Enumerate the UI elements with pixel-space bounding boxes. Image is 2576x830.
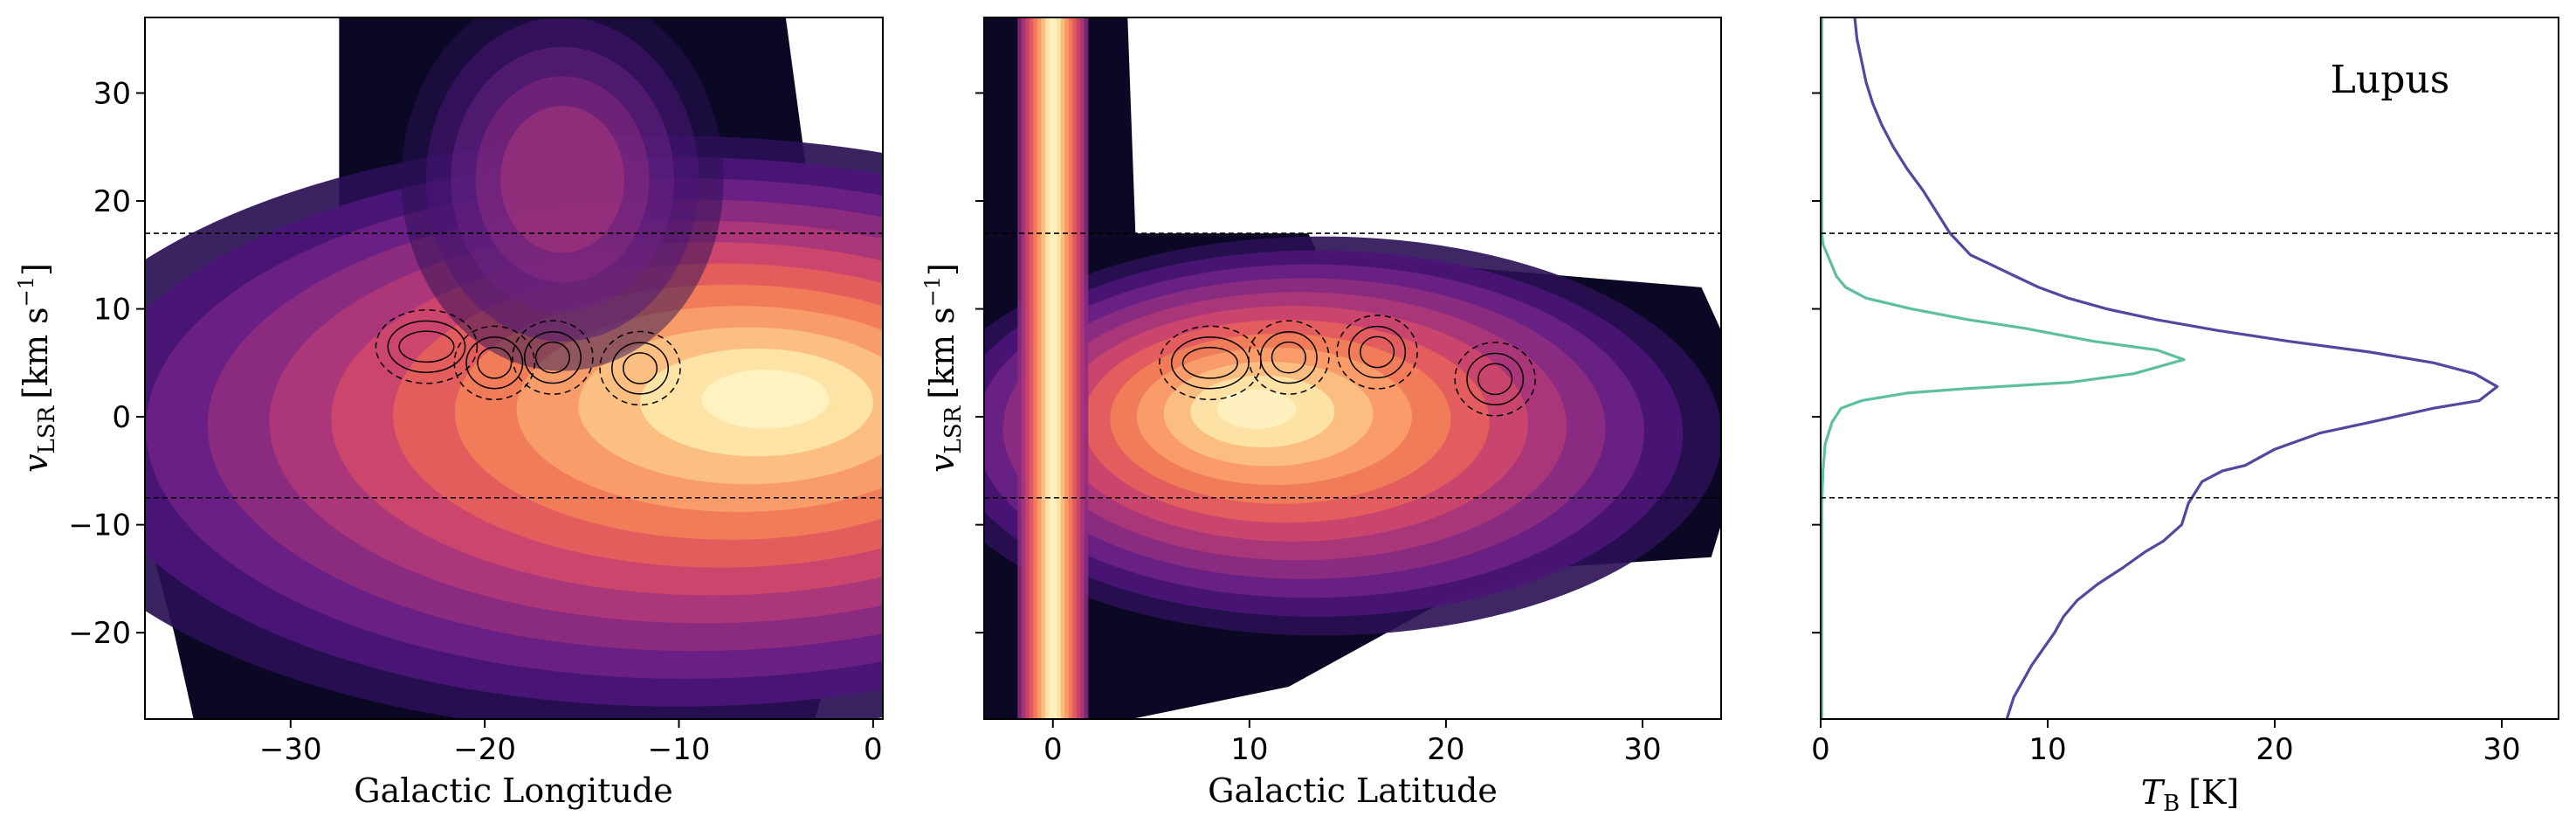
axes-frame-spectrum bbox=[1820, 17, 2559, 720]
series-lines bbox=[1821, 17, 2499, 719]
annotation-lupus: Lupus bbox=[2331, 58, 2450, 102]
x-tick-label-3: 0 bbox=[864, 732, 883, 767]
x-tick-label-3: 30 bbox=[1623, 732, 1661, 767]
cloud-contour-3-0 bbox=[1454, 342, 1536, 417]
contour-level-12 bbox=[701, 370, 830, 429]
contour-level-12 bbox=[1217, 389, 1297, 429]
yticks-spectrum bbox=[1812, 92, 1821, 634]
x-tick-label-2: 20 bbox=[1427, 732, 1464, 767]
heatmap-latitude bbox=[984, 17, 1721, 719]
cloud-contour-1-2 bbox=[1271, 341, 1306, 374]
cloud-contour-0-0 bbox=[375, 309, 479, 384]
cloud-contour-2-0 bbox=[1336, 315, 1418, 390]
yticks-latitude bbox=[975, 92, 984, 634]
cloud-contour-0-1 bbox=[1170, 336, 1250, 390]
x-tick-label-1: 10 bbox=[2028, 732, 2066, 767]
y-tick-label-0: −20 bbox=[68, 616, 131, 651]
y-tick-label-4: 20 bbox=[93, 184, 131, 219]
yticks-longitude: −20 −10 0 10 20 30 bbox=[68, 76, 145, 651]
ylabel-latitude: vLSR[km s−1] bbox=[920, 263, 967, 473]
cloud-contour-3-1 bbox=[611, 342, 669, 395]
hlines-spectrum bbox=[1821, 232, 2559, 499]
cloud-contour-2-1 bbox=[1348, 325, 1407, 379]
cloud-contour-3-2 bbox=[1477, 363, 1513, 396]
spectrum-series-1 bbox=[1821, 17, 2186, 719]
cloud-contour-3-2 bbox=[622, 352, 658, 384]
contours-latitude bbox=[1159, 315, 1536, 417]
x-tick-label-0: 0 bbox=[1043, 732, 1063, 767]
x-tick-label-0: 0 bbox=[1811, 732, 1830, 767]
heatmap-longitude bbox=[145, 17, 883, 719]
hlines-longitude bbox=[145, 232, 883, 499]
cloud-contour-1-1 bbox=[1259, 330, 1318, 384]
cloud-contour-1-1 bbox=[465, 336, 524, 390]
cloud-contour-1-0 bbox=[1248, 320, 1330, 395]
cloud-contour-3-1 bbox=[1466, 352, 1525, 406]
x-tick-label-3: 30 bbox=[2483, 732, 2520, 767]
cloud-contour-1-0 bbox=[453, 325, 536, 401]
cloud-contour-0-1 bbox=[387, 320, 466, 373]
cloud-contour-2-0 bbox=[512, 320, 594, 395]
latitude-lane-12 bbox=[1049, 17, 1057, 719]
cloud-contour-2-2 bbox=[1360, 335, 1395, 369]
cloud-contour-3-0 bbox=[599, 330, 681, 406]
x-tick-label-1: −20 bbox=[453, 732, 516, 767]
y-tick-label-2: 0 bbox=[112, 400, 131, 435]
xlabel-spectrum: TB [K] bbox=[2141, 773, 2240, 817]
x-tick-label-2: 20 bbox=[2256, 732, 2293, 767]
xticks-spectrum: 0 10 20 30 bbox=[1811, 719, 2521, 767]
xlabel-longitude: Galactic Longitude bbox=[354, 771, 673, 810]
hlines-latitude bbox=[984, 232, 1721, 499]
contours-longitude bbox=[375, 309, 681, 406]
ylabel-longitude: vLSR[km s−1] bbox=[14, 263, 60, 473]
axes-frame-longitude bbox=[144, 17, 884, 720]
xlabel-latitude: Galactic Latitude bbox=[1208, 771, 1498, 810]
axes-frame-latitude bbox=[983, 17, 1722, 720]
y-tick-label-1: −10 bbox=[68, 508, 131, 543]
upper-extension-5 bbox=[500, 105, 625, 253]
cloud-contour-2-1 bbox=[524, 330, 582, 384]
cloud-contour-2-2 bbox=[534, 341, 571, 374]
spectrum-series-0 bbox=[1853, 17, 2499, 719]
panel-latitude: 0 10 20 30 Galactic Latitude vLSR[km s−1] bbox=[920, 17, 1722, 810]
panel-longitude: −30 −20 −10 0 −20 −10 0 10 20 30 Galactic Longit… bbox=[14, 17, 884, 810]
x-tick-label-2: −10 bbox=[648, 732, 711, 767]
xticks-latitude: 0 10 20 30 bbox=[1043, 719, 1662, 767]
x-tick-label-1: 10 bbox=[1230, 732, 1268, 767]
cloud-contour-0-2 bbox=[398, 330, 455, 363]
x-tick-label-0: −30 bbox=[259, 732, 322, 767]
y-tick-label-3: 10 bbox=[93, 293, 131, 328]
cloud-contour-0-2 bbox=[1181, 346, 1238, 379]
xticks-longitude: −30 −20 −10 0 bbox=[259, 719, 883, 767]
y-tick-label-5: 30 bbox=[93, 76, 131, 111]
panel-spectrum: 0 10 20 30 Lupus TB [K] bbox=[1811, 17, 2559, 817]
cloud-contour-1-2 bbox=[477, 346, 513, 379]
